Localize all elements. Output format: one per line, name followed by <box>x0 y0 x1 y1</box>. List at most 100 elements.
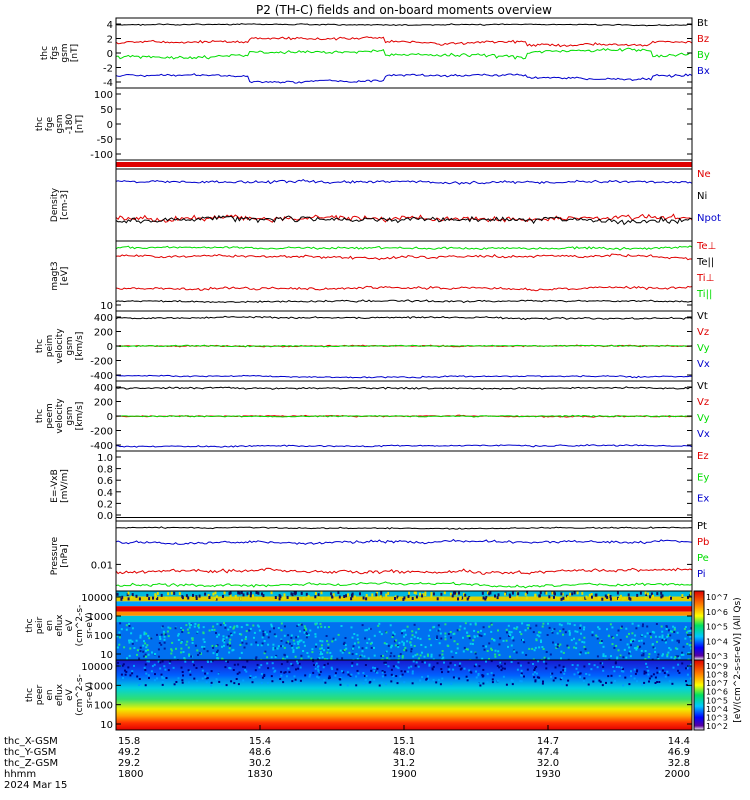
spectrogram-pixel <box>459 668 462 671</box>
spectrogram-pixel <box>230 634 233 637</box>
spectrogram-pixel <box>116 646 119 649</box>
spectrogram-pixel <box>300 657 303 660</box>
spectrogram-pixel <box>233 663 236 666</box>
spectrogram-pixel <box>469 642 472 645</box>
x-tick-label: 15.8 <box>118 736 140 747</box>
spectrogram-pixel <box>560 650 563 653</box>
spectrogram-pixel <box>147 660 150 663</box>
spectrogram-pixel <box>449 662 452 665</box>
spectrogram-pixel <box>645 662 648 665</box>
y-axis-label: thc <box>25 688 35 702</box>
spectrogram-pixel <box>233 625 236 628</box>
spectrogram-pixel <box>533 671 536 674</box>
spectrogram-pixel <box>685 631 688 634</box>
spectrogram-pixel <box>279 678 282 680</box>
spectrogram-pixel <box>228 667 231 669</box>
spectrogram-pixel <box>334 638 337 641</box>
spectrogram-pixel <box>411 672 414 675</box>
spectrogram-pixel <box>158 635 161 638</box>
spectrogram-pixel <box>340 625 343 627</box>
spectrogram-pixel <box>570 639 573 642</box>
spectrogram-pixel <box>297 667 300 670</box>
spectrogram-pixel <box>230 680 233 683</box>
y-axis-label: Density <box>50 187 60 222</box>
spectrogram-pixel <box>557 643 560 646</box>
y-tick-label: 1000 <box>88 612 113 623</box>
spectrogram-pixel <box>421 651 423 654</box>
spectrogram-pixel <box>614 680 616 683</box>
spectrogram-pixel <box>411 634 414 637</box>
spectrogram-pixel <box>384 661 387 664</box>
spectrogram-pixel <box>278 594 281 598</box>
spectrogram-pixel <box>625 627 628 630</box>
spectrogram-pixel <box>667 633 670 636</box>
spectrogram-pixel <box>300 654 303 657</box>
spectrogram-pixel <box>123 646 126 649</box>
y-axis-label: velocity <box>55 328 65 364</box>
spectrogram-pixel <box>482 682 485 685</box>
spectrogram-pixel <box>430 655 433 658</box>
spectrogram-pixel <box>245 623 248 626</box>
spectrogram-pixel <box>672 666 675 669</box>
y-tick-label: -2 <box>103 64 113 75</box>
spectrogram-pixel <box>242 593 245 597</box>
spectrogram-pixel <box>548 595 551 599</box>
spectrogram-pixel <box>306 652 309 654</box>
spectrogram-pixel <box>568 630 571 633</box>
spectrogram-pixel <box>498 643 501 646</box>
spectrogram-pixel <box>644 596 647 600</box>
spectrogram-pixel <box>452 591 455 595</box>
spectrogram-pixel <box>499 637 502 640</box>
spectrogram-pixel <box>538 631 540 634</box>
spectrogram-pixel <box>625 656 628 659</box>
spectrogram-pixel <box>545 651 548 653</box>
spectrogram-pixel <box>183 657 186 660</box>
spectrogram-pixel <box>494 649 497 652</box>
spectrogram-pixel <box>240 591 243 595</box>
y-tick-label: 0 <box>107 120 113 131</box>
spectrogram-pixel <box>424 661 426 664</box>
spectrogram-pixel <box>394 644 397 647</box>
spectrogram-pixel <box>262 633 265 635</box>
spectrogram-pixel <box>628 646 631 649</box>
y-axis-label: fge <box>45 116 55 131</box>
spectrogram-pixel <box>154 593 157 597</box>
spectrogram-pixel <box>667 651 670 654</box>
spectrogram-pixel <box>556 632 559 635</box>
spectrogram-pixel <box>290 634 293 637</box>
spectrogram-pixel <box>307 634 310 636</box>
spectrogram-pixel <box>643 642 645 645</box>
spectrogram-pixel <box>509 655 511 658</box>
spectrogram-pixel <box>511 680 514 683</box>
spectrogram-pixel <box>332 593 335 597</box>
spectrogram-pixel <box>345 647 348 650</box>
spectrogram-pixel <box>607 593 610 597</box>
spectrogram-pixel <box>497 650 500 653</box>
spectrogram-pixel <box>674 656 677 659</box>
y-axis-label: gsm <box>60 43 70 62</box>
spectrogram-pixel <box>323 664 326 666</box>
spectrogram-pixel <box>323 649 326 652</box>
spectrogram-pixel <box>182 674 184 677</box>
spectrogram-pixel <box>226 643 229 646</box>
spectrogram-pixel <box>506 631 508 634</box>
spectrogram-pixel <box>248 594 251 598</box>
spectrogram-pixel <box>291 680 294 683</box>
spectrogram-pixel <box>210 681 213 684</box>
spectrogram-pixel <box>436 637 438 639</box>
spectrogram-pixel <box>641 683 644 686</box>
spectrogram-pixel <box>658 635 661 638</box>
spectrogram-pixel <box>642 623 644 626</box>
y-axis-label: en <box>45 620 55 631</box>
spectrogram-pixel <box>505 628 508 631</box>
spectrogram-pixel <box>212 592 215 596</box>
spectrogram-pixel <box>511 636 514 639</box>
spectrogram-pixel <box>355 684 358 687</box>
spectrogram-pixel <box>486 673 489 676</box>
spectrogram-pixel <box>491 637 494 640</box>
spectrogram-pixel <box>687 651 690 654</box>
spectrogram-pixel <box>588 593 591 597</box>
spectrogram-band <box>116 615 692 623</box>
spectrogram-pixel <box>356 634 359 637</box>
